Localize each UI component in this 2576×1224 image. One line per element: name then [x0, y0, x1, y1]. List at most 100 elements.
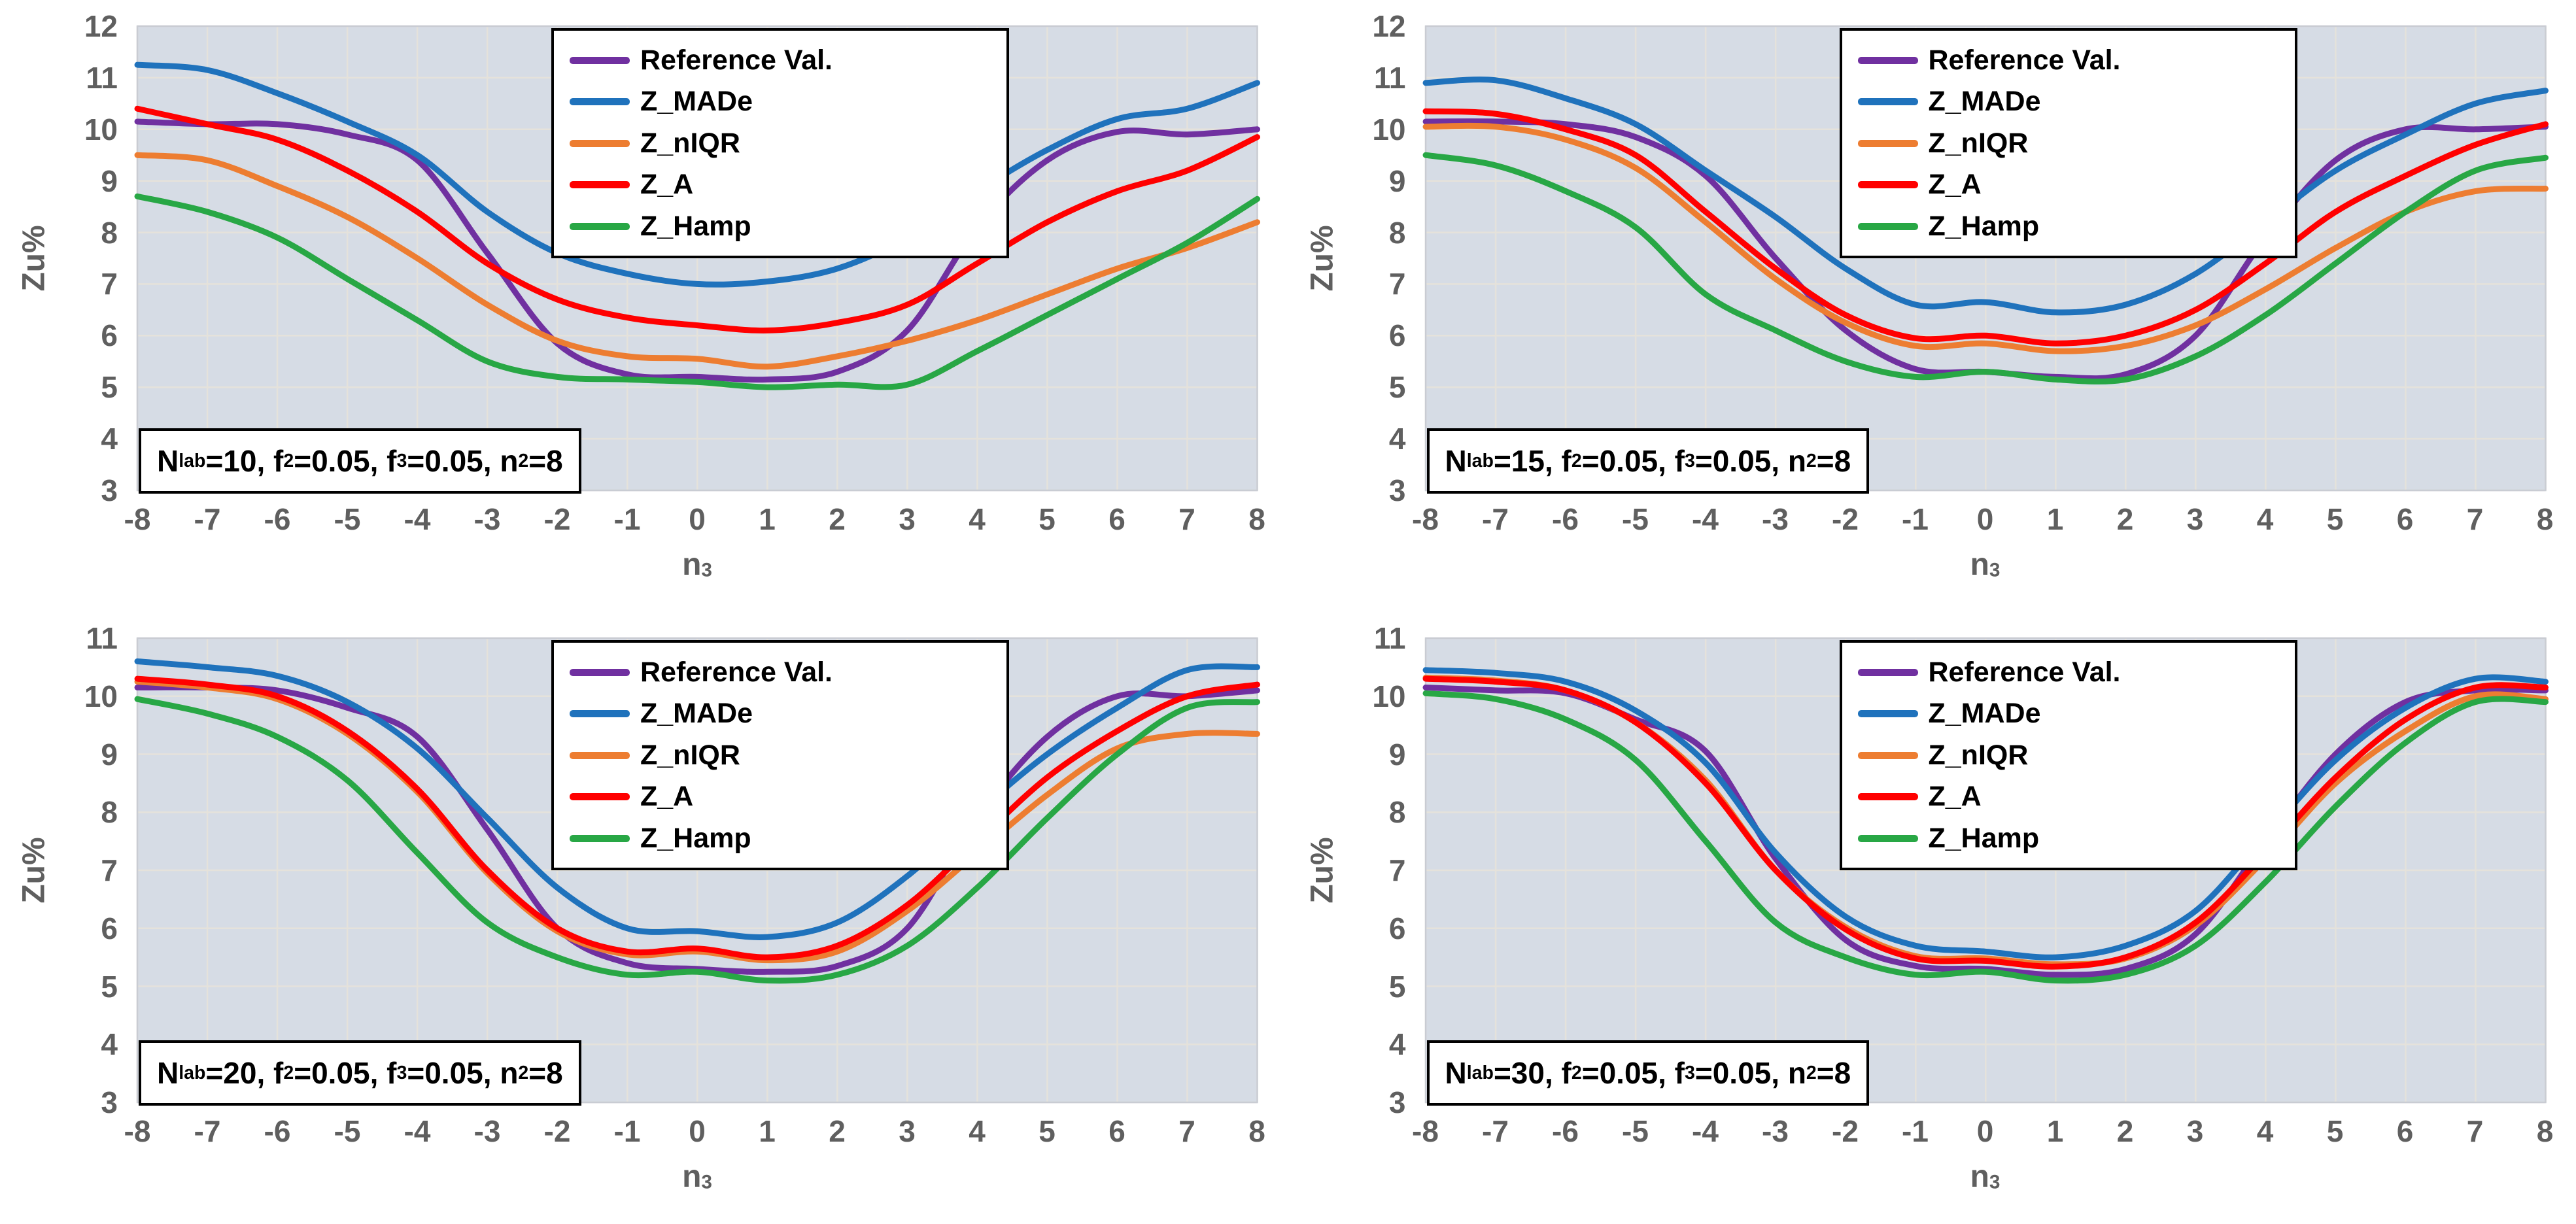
legend-label: Z_Hamp	[1928, 822, 2040, 854]
x-tick-label: 5	[2326, 502, 2344, 536]
x-tick-label: 4	[2256, 502, 2274, 536]
legend-swatch-z-hamp-icon	[1857, 222, 1918, 230]
x-tick-label: -7	[1482, 1114, 1509, 1148]
series-line-z-hamp	[134, 696, 1260, 984]
x-tick-label: -5	[1622, 1114, 1649, 1148]
x-tick-label: -2	[1832, 502, 1859, 536]
y-tick-label: 6	[1388, 318, 1406, 353]
annotation-subscript: 3	[1685, 450, 1695, 471]
legend-label: Reference Val.	[1928, 44, 2121, 76]
x-axis-title-base: n	[682, 1159, 702, 1194]
legend-swatch-z-niqr-icon	[1857, 751, 1918, 759]
annotation-text: =0.05, f	[294, 444, 397, 478]
annotation-text: N	[1445, 1056, 1467, 1090]
x-tick-label: 0	[1976, 502, 1994, 536]
y-tick-label: 8	[101, 215, 118, 250]
annotation-text: =8	[1816, 1056, 1851, 1090]
x-tick-label: 1	[2046, 1114, 2064, 1148]
x-tick-label: -5	[334, 1114, 361, 1148]
series-line-z-made	[134, 658, 1260, 940]
x-tick-label: 0	[689, 502, 706, 536]
legend-label: Z_A	[640, 781, 694, 812]
y-tick-label: 5	[101, 370, 118, 405]
y-tick-label: 4	[1388, 422, 1406, 456]
x-tick-label: -2	[543, 1114, 571, 1148]
annotation-text: N	[1445, 444, 1467, 478]
x-tick-label: -4	[1692, 502, 1719, 536]
series-line-z-a	[134, 675, 1260, 960]
legend-item-z-a: Z_A	[570, 781, 1006, 813]
x-tick-label: 8	[1248, 502, 1265, 536]
legend-label: Z_MADe	[1928, 698, 2041, 729]
legend-label: Z_Hamp	[1928, 210, 2040, 242]
series-line-z-a	[134, 105, 1260, 333]
legend-swatch-z-niqr-icon	[570, 751, 630, 759]
x-axis-title: n3	[1970, 1159, 2001, 1195]
annotation-text: =30, f	[1493, 1056, 1571, 1090]
x-tick-label: -4	[1692, 1114, 1719, 1148]
legend-swatch-z-made-icon	[1857, 710, 1918, 717]
y-tick-label: 3	[1388, 1085, 1406, 1119]
x-axis-title: n3	[682, 547, 712, 583]
y-tick-label: 11	[1373, 621, 1406, 655]
y-tick-label: 5	[101, 969, 118, 1004]
y-tick-label: 9	[101, 737, 118, 772]
legend-swatch-z-hamp-icon	[570, 222, 630, 230]
legend-label: Z_nIQR	[640, 127, 740, 159]
legend-label: Reference Val.	[1928, 656, 2121, 688]
x-tick-label: -1	[613, 502, 641, 536]
x-tick-label: 7	[1178, 1114, 1195, 1148]
y-tick-label: 7	[101, 267, 118, 301]
x-tick-label: 1	[759, 1114, 776, 1148]
x-tick-label: -7	[194, 1114, 221, 1148]
y-tick-label: 4	[101, 1027, 118, 1062]
y-axis-title: Zu%	[16, 225, 52, 292]
x-tick-label: 3	[899, 502, 916, 536]
x-tick-label: 2	[829, 502, 846, 536]
y-tick-label: 3	[101, 473, 118, 507]
x-tick-label: -8	[1412, 1114, 1439, 1148]
annotation-subscript: lab	[1466, 1062, 1494, 1083]
x-axis-title-subscript: 3	[701, 1171, 712, 1193]
series-line-z-hamp	[1422, 690, 2549, 984]
x-tick-label: 7	[1178, 502, 1195, 536]
legend: Reference Val. Z_MADe Z_nIQR Z_A Z_Hamp	[1839, 640, 2297, 870]
annotation-text: N	[157, 444, 179, 478]
series-line-z-a	[1422, 108, 2549, 347]
legend-item-z-made: Z_MADe	[1857, 86, 2295, 118]
x-tick-label: -1	[1902, 502, 1929, 536]
legend-item-z-a: Z_A	[570, 169, 1006, 201]
x-tick-label: -2	[543, 502, 571, 536]
annotation-text: =15, f	[1493, 444, 1571, 478]
legend-item-z-made: Z_MADe	[1857, 698, 2295, 730]
y-tick-label: 8	[1388, 795, 1406, 830]
x-tick-label: -2	[1832, 1114, 1859, 1148]
x-tick-label: -6	[264, 1114, 291, 1148]
legend-label: Reference Val.	[640, 656, 833, 688]
legend-label: Reference Val.	[640, 44, 833, 76]
legend-item-z-hamp: Z_Hamp	[570, 823, 1006, 855]
x-tick-label: -3	[1762, 502, 1789, 536]
y-tick-label: 7	[1388, 267, 1406, 301]
y-tick-label: 9	[1388, 163, 1406, 198]
legend-swatch-reference-val-icon	[570, 668, 630, 676]
legend-label: Z_A	[640, 169, 694, 200]
x-tick-label: -4	[404, 1114, 431, 1148]
legend-item-z-niqr: Z_nIQR	[1857, 740, 2295, 772]
x-tick-label: -1	[1902, 1114, 1929, 1148]
legend-swatch-reference-val-icon	[1857, 668, 1918, 676]
y-tick-label: 9	[1388, 737, 1406, 772]
annotation-text: =8	[1816, 444, 1851, 478]
chart-panel-nlab-10: 3 4 5 6 7 8 9 10 11 12 -8 -7 -6 -5 -4 -3 -2 -1 0 1 2 3 4 5 6 7 8 Zu…	[0, 0, 1288, 612]
y-tick-label: 12	[84, 9, 118, 43]
x-tick-label: 8	[2536, 502, 2554, 536]
x-tick-label: 6	[1108, 502, 1125, 536]
y-tick-label: 10	[1372, 112, 1406, 146]
annotation-subscript: 3	[396, 1062, 407, 1083]
x-tick-label: 3	[899, 1114, 916, 1148]
x-tick-label: 7	[2466, 1114, 2484, 1148]
legend-swatch-z-a-icon	[1857, 181, 1918, 188]
x-tick-label: 2	[829, 1114, 846, 1148]
